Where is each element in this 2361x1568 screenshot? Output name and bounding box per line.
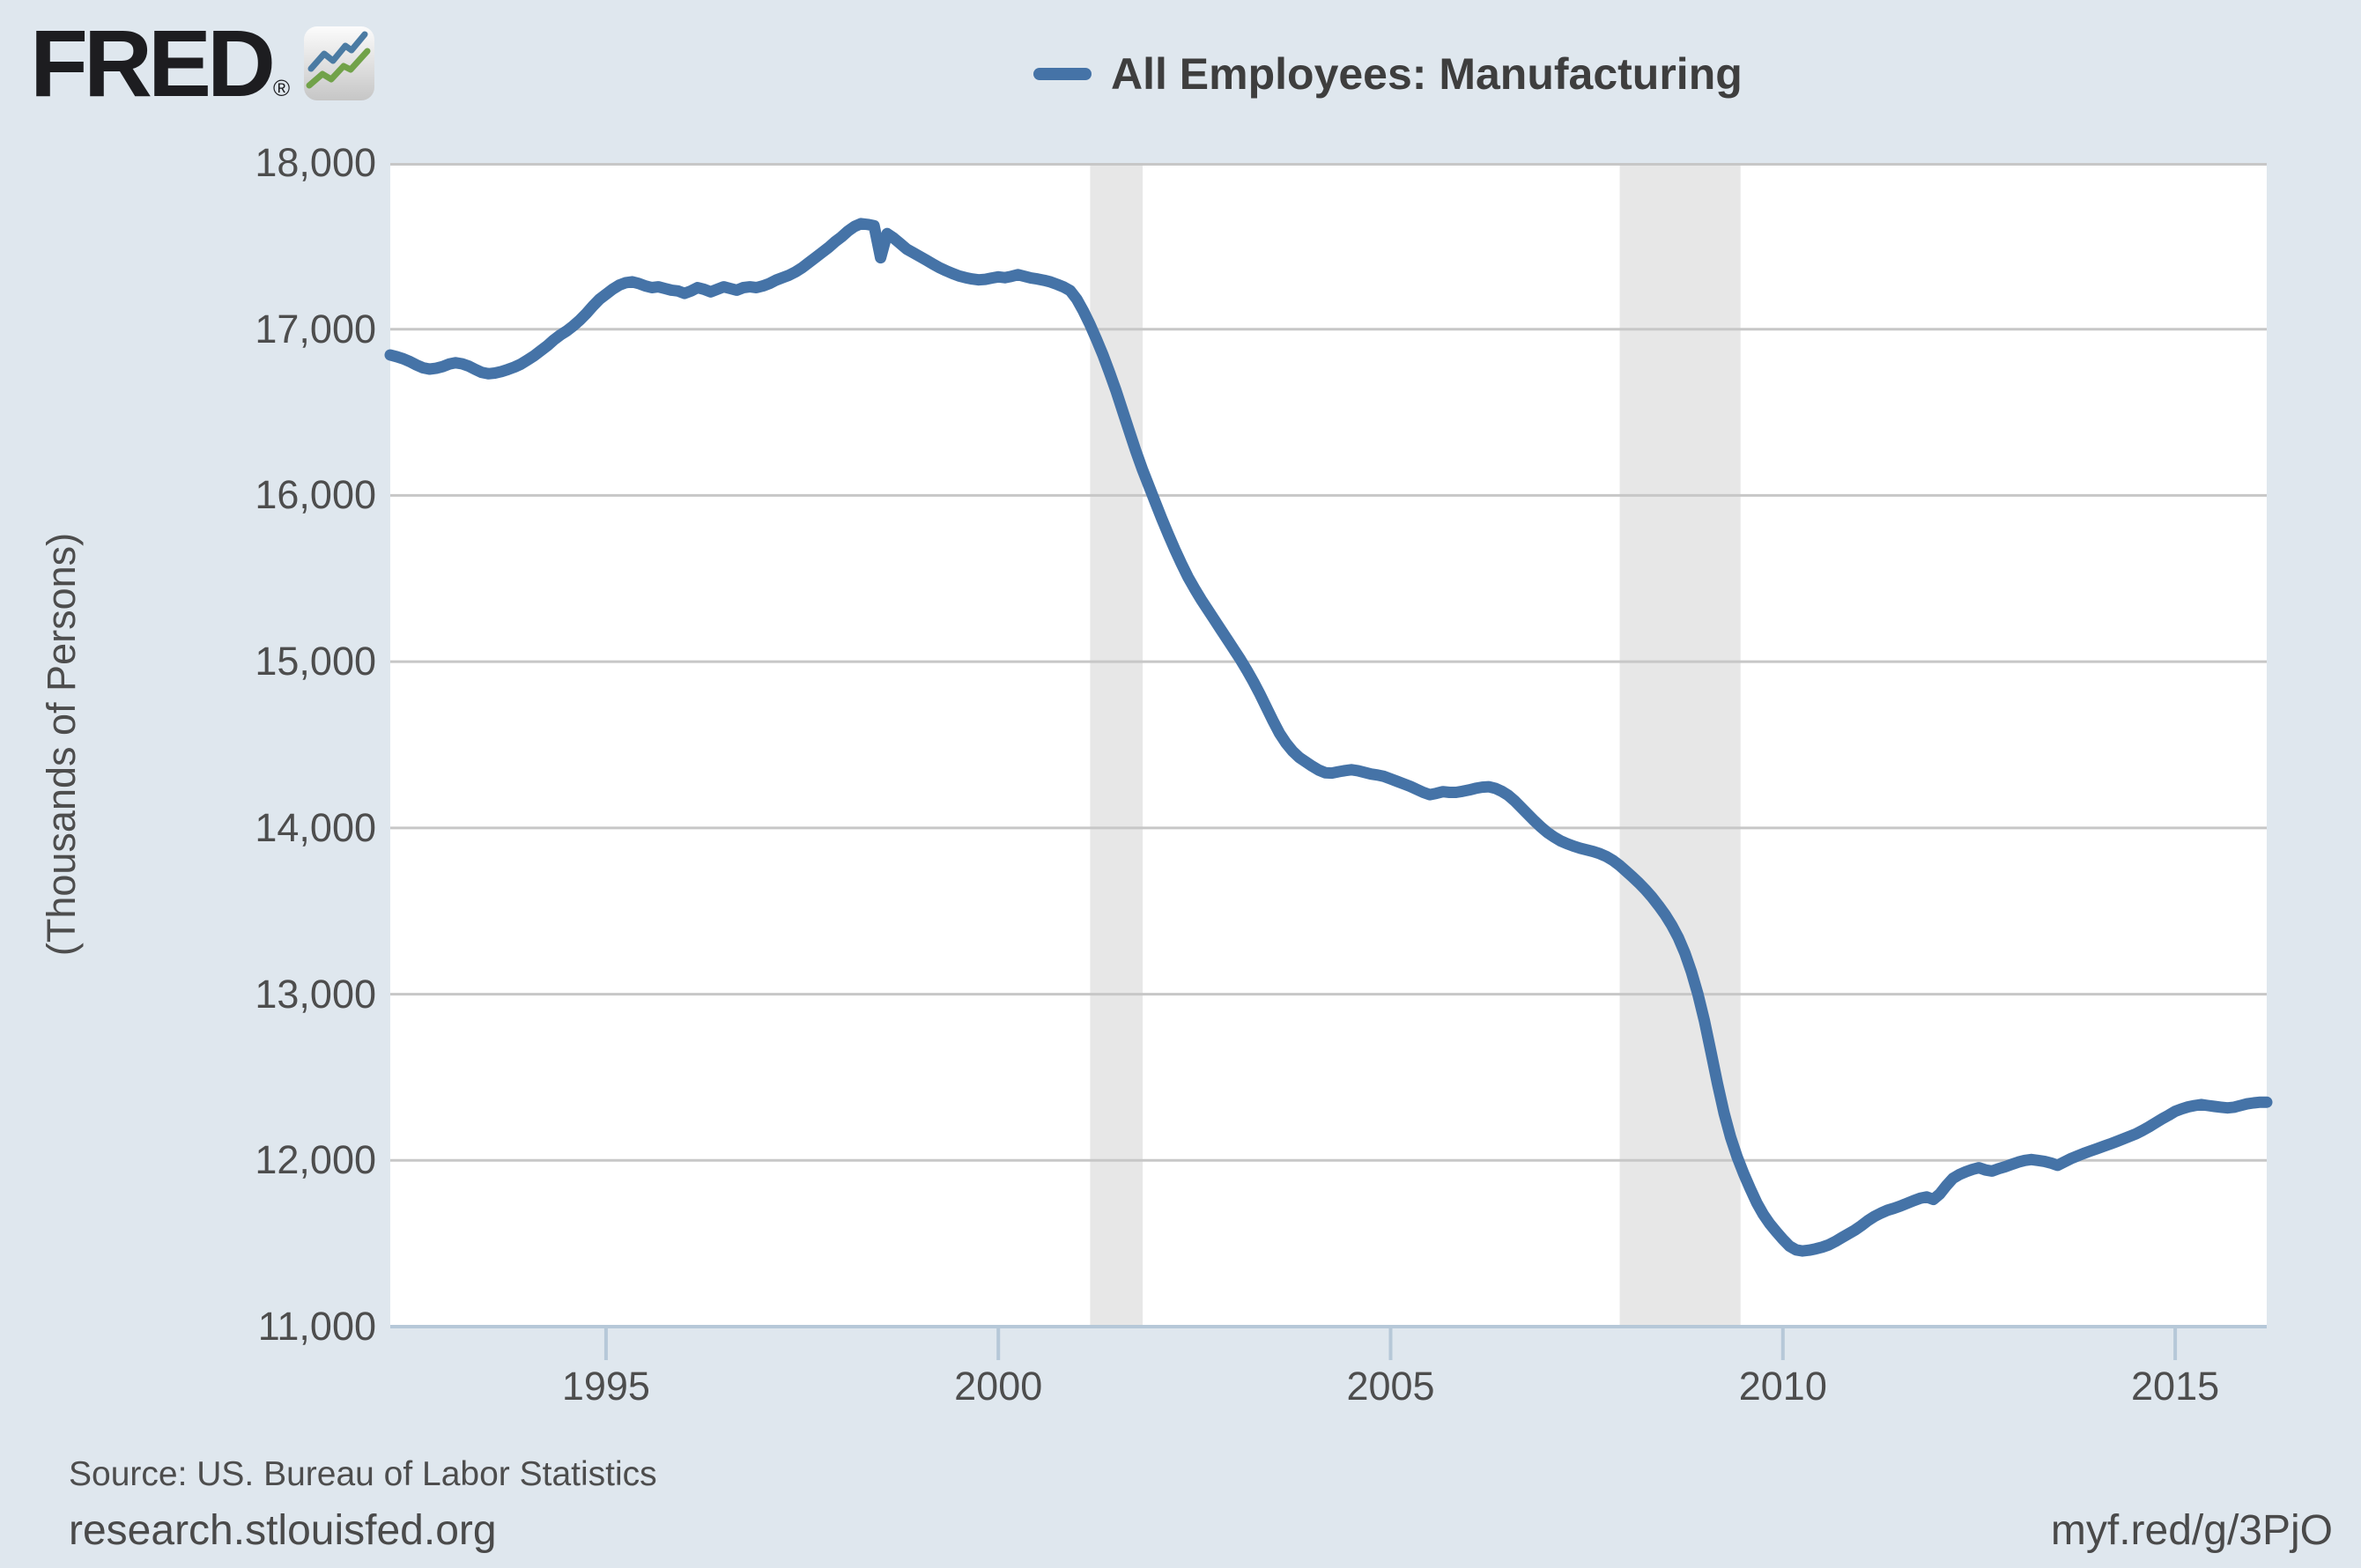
x-tick-label: 2000 (954, 1364, 1043, 1409)
series-line-manufacturing (384, 218, 2273, 1257)
fred-chart-icon (304, 26, 375, 100)
y-axis-title: (Thousands of Persons) (39, 532, 84, 957)
legend: All Employees: Manufacturing (1033, 49, 1743, 99)
y-tick-label: 11,000 (257, 1304, 376, 1349)
fred-short-url: myf.red/g/3PjO (2050, 1507, 2333, 1554)
y-tick-label: 16,000 (255, 472, 376, 518)
research-stlouisfed-link: research.stlouisfed.org (69, 1507, 497, 1554)
y-tick-label: 15,000 (255, 639, 376, 684)
registered-trademark-symbol: ® (273, 75, 291, 101)
recession-band (1619, 163, 1741, 1327)
y-tick-label: 12,000 (255, 1137, 376, 1183)
source-note: Source: US. Bureau of Labor Statistics (69, 1455, 657, 1493)
employment-line-chart (384, 163, 2273, 1360)
fred-wordmark: FRED (30, 10, 276, 116)
x-tick-label: 2010 (1738, 1364, 1827, 1409)
legend-series-label: All Employees: Manufacturing (1111, 49, 1743, 99)
y-tick-label: 18,000 (255, 140, 376, 185)
y-tick-label: 14,000 (255, 804, 376, 850)
plot-background (390, 163, 2267, 1327)
x-tick-label: 1995 (561, 1364, 650, 1409)
legend-line-swatch (1033, 68, 1092, 80)
x-tick-label: 2005 (1346, 1364, 1435, 1409)
y-tick-label: 17,000 (255, 306, 376, 351)
y-tick-label: 13,000 (255, 971, 376, 1017)
x-tick-label: 2015 (2131, 1364, 2220, 1409)
fred-logo: FRED ® (30, 10, 375, 116)
